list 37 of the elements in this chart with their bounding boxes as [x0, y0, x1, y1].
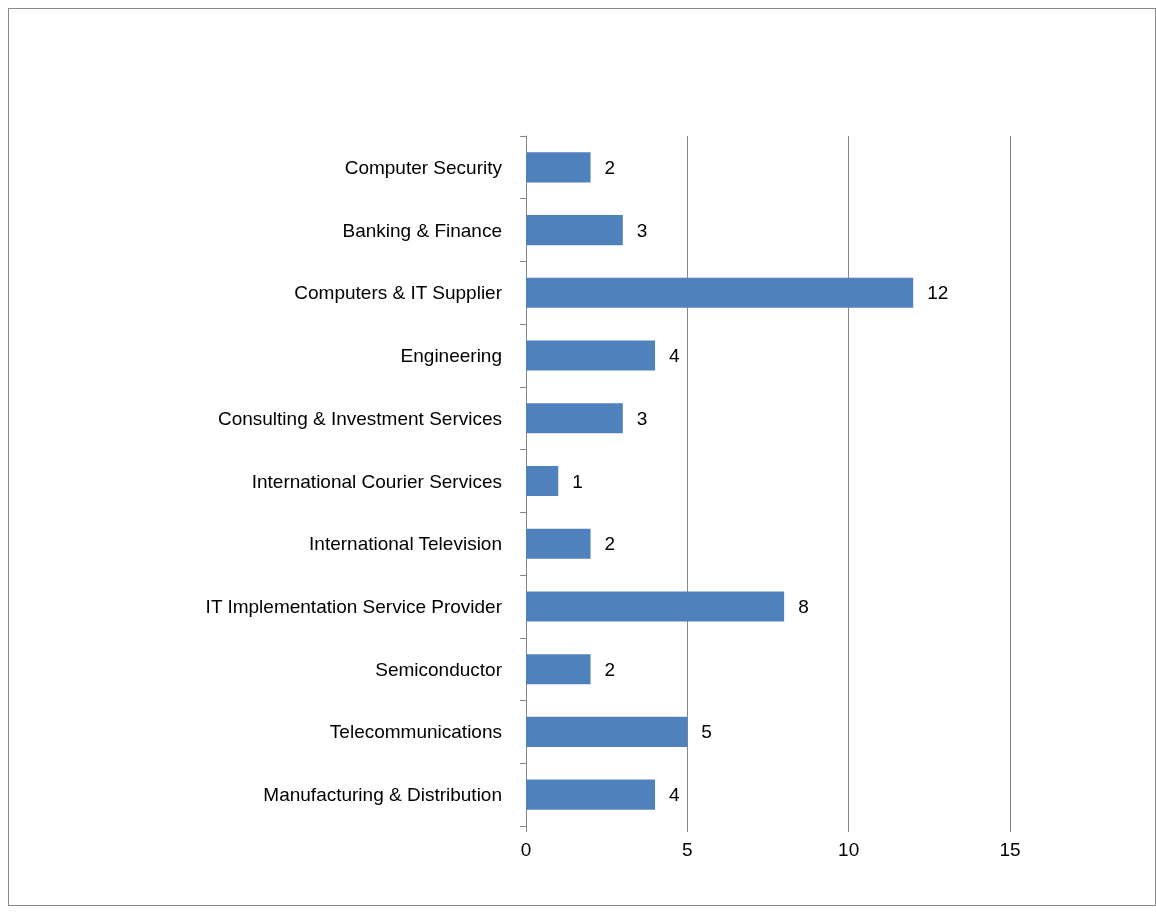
bar [526, 465, 559, 497]
x-tick-label: 10 [838, 839, 860, 860]
bar [526, 152, 591, 183]
y-tick-label: International Television [309, 533, 502, 555]
bar [526, 340, 656, 371]
bar [526, 528, 591, 559]
y-tick-label: IT Implementation Service Provider [205, 595, 503, 617]
data-label: 4 [669, 784, 681, 806]
x-tick-label: 0 [520, 839, 532, 860]
bar [526, 654, 591, 685]
data-label: 2 [604, 156, 616, 178]
y-tick-label: Semiconductor [375, 658, 503, 680]
bar [526, 277, 914, 308]
bar [526, 403, 623, 434]
y-tick-label: Banking & Finance [342, 219, 502, 241]
data-label: 8 [798, 595, 809, 617]
data-label: 3 [636, 219, 648, 241]
data-label: 12 [927, 282, 949, 304]
y-tick-label: Computer Security [344, 156, 503, 178]
data-label: 2 [604, 658, 616, 680]
y-tick-label: Consulting & Investment Services [217, 407, 502, 429]
x-tick-label: 15 [999, 839, 1021, 860]
bar [526, 716, 688, 747]
bar [526, 779, 656, 810]
bar [526, 591, 785, 622]
bar [526, 215, 623, 246]
data-label: 3 [636, 407, 648, 429]
y-tick-label: Manufacturing & Distribution [263, 784, 502, 806]
y-tick-label: Engineering [400, 345, 502, 367]
y-tick-label: Telecommunications [329, 721, 502, 743]
y-tick-label: International Courier Services [251, 470, 502, 492]
data-label: 5 [701, 721, 712, 743]
data-label: 1 [572, 470, 583, 492]
x-tick-label: 5 [682, 839, 693, 860]
data-label: 4 [669, 345, 681, 367]
y-tick-label: Computers & IT Supplier [294, 282, 503, 304]
data-label: 2 [604, 533, 616, 555]
